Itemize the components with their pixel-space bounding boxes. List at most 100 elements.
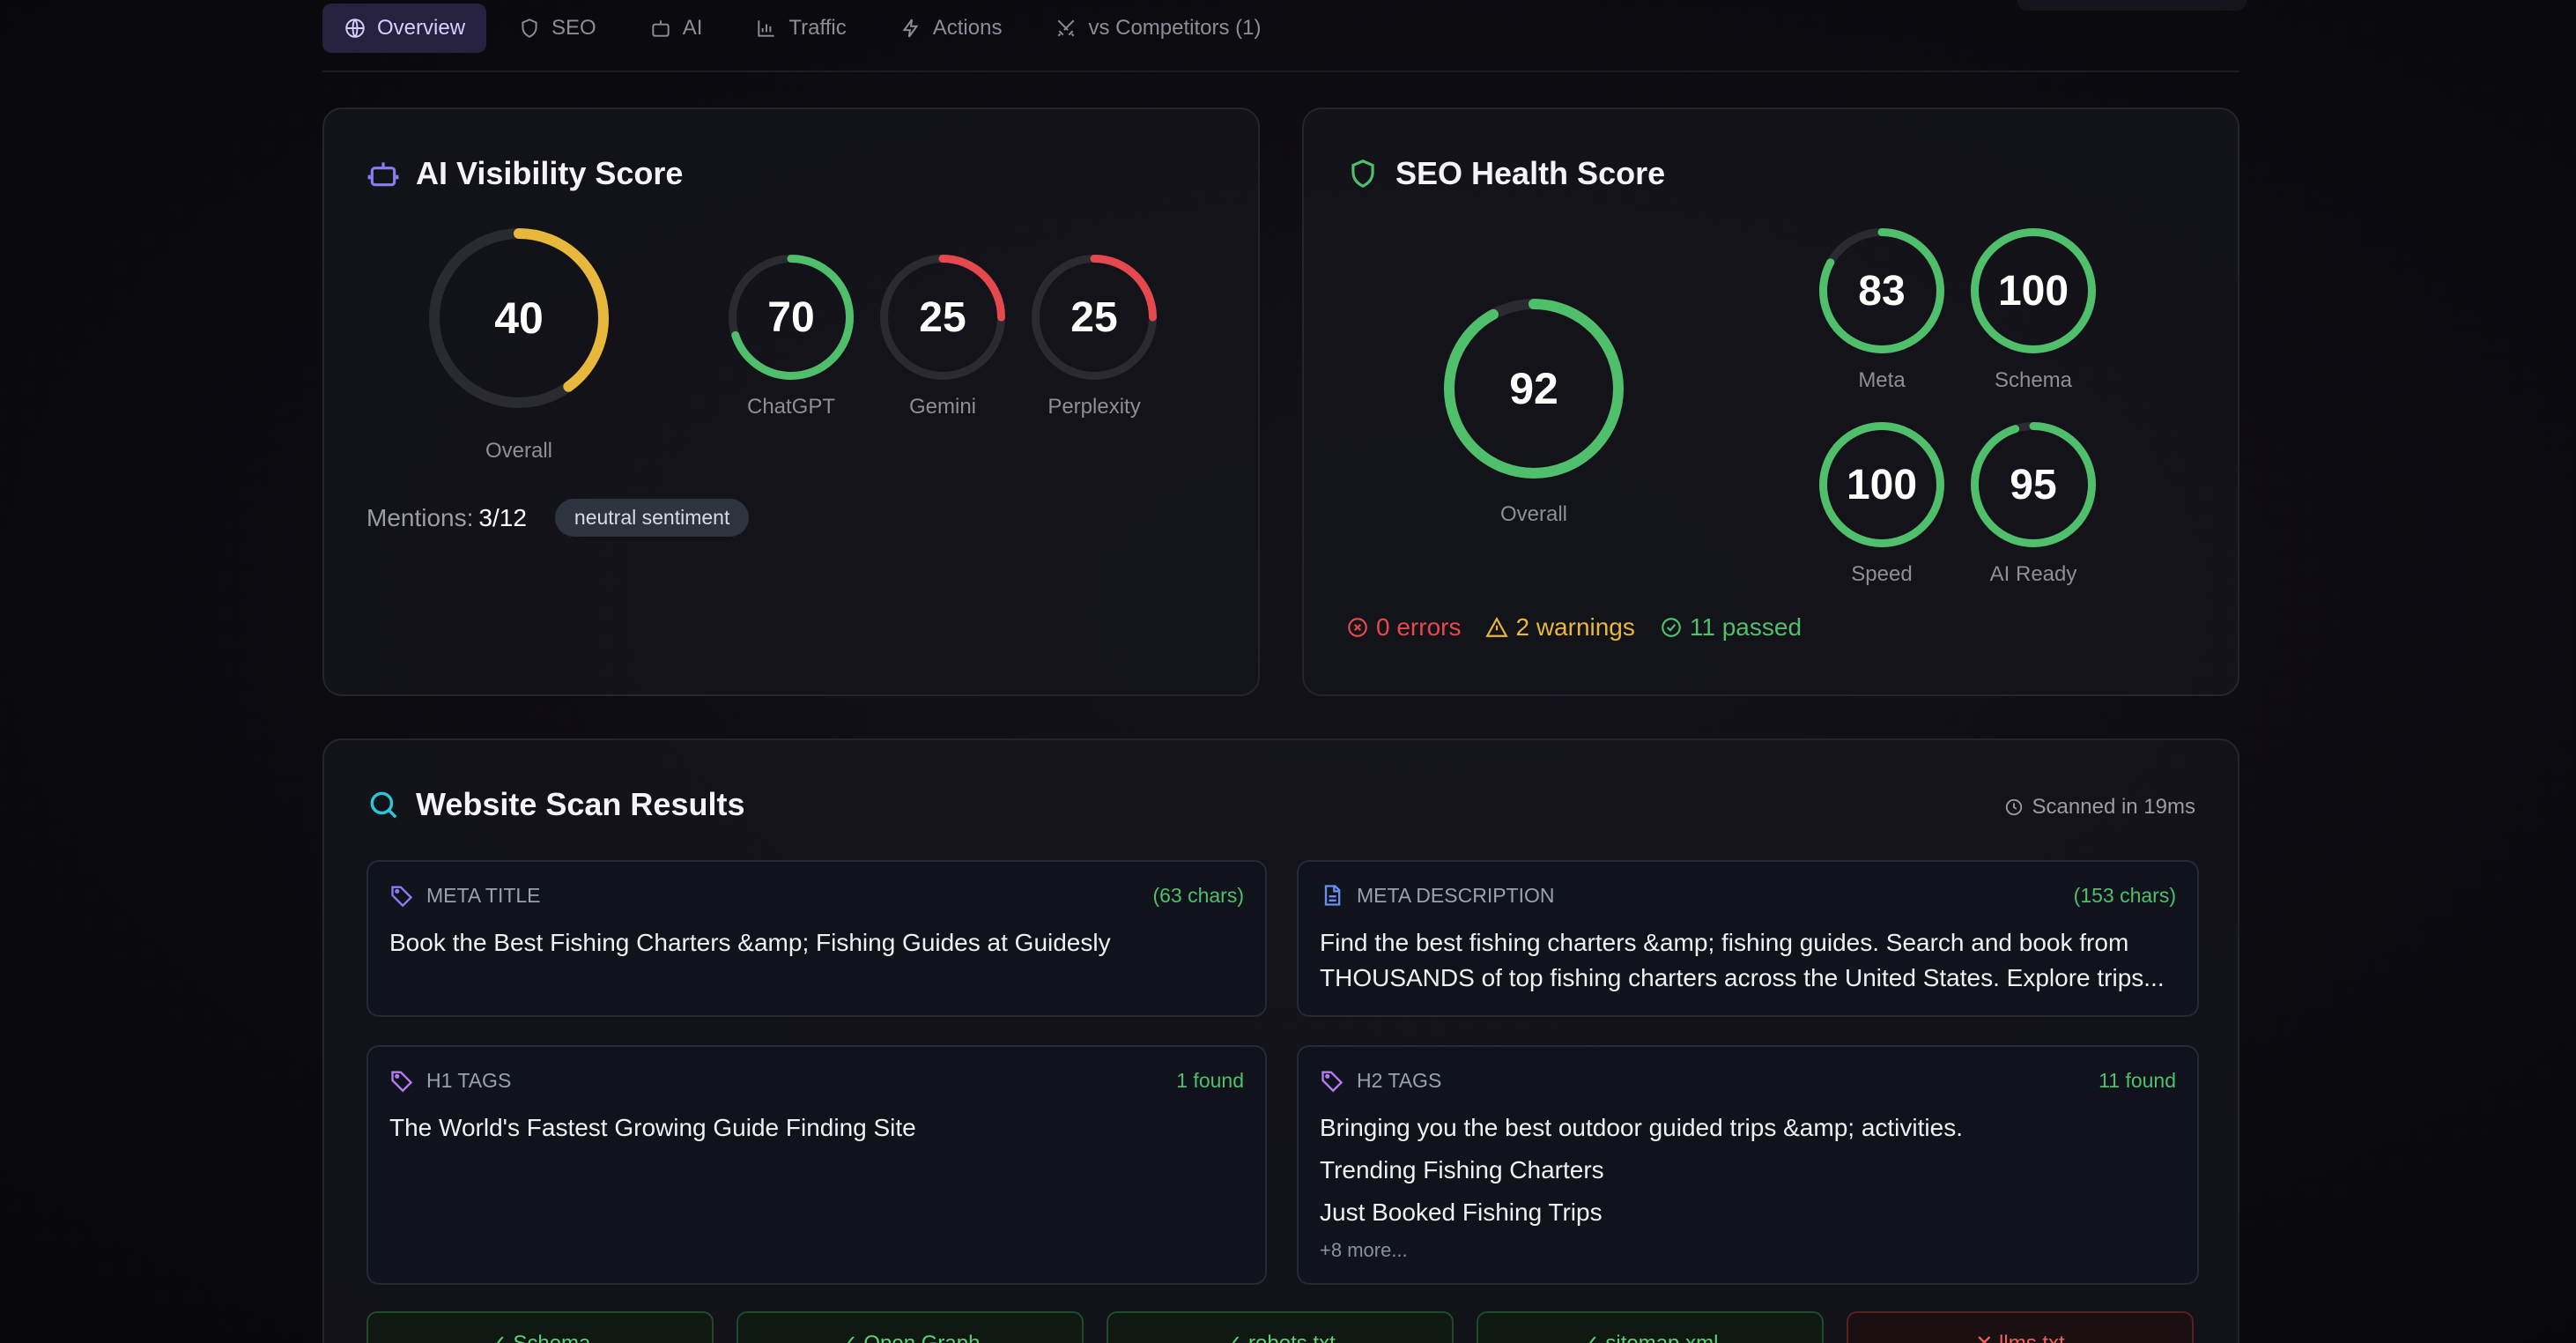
list-item: Trending Fishing Charters — [1320, 1156, 1604, 1183]
ring-progress-arc — [1971, 228, 2096, 353]
ring-progress-arc — [880, 255, 1005, 380]
tab-overview[interactable]: Overview — [322, 4, 487, 53]
bolt-icon — [902, 19, 919, 38]
chatgpt-score: 70 — [767, 293, 815, 341]
seo-ai-ready-ring: 95 AI Ready — [1970, 421, 2097, 586]
h1-tags-box: H1 TAGS 1 found The World's Fastest Grow… — [366, 1045, 1267, 1285]
shield-icon — [1351, 160, 1374, 189]
ai-overall-ring: 40 Overall — [428, 227, 610, 463]
tab-label: Traffic — [788, 16, 847, 40]
check-chip-sitemap[interactable]: ✓ sitemap.xml — [1477, 1311, 1824, 1343]
progress-ring — [1032, 255, 1157, 380]
ai-engine-ring-perplexity: 25 Perplexity — [1031, 254, 1158, 419]
tab-label: AI — [682, 16, 703, 40]
robot-icon — [652, 20, 670, 37]
warnings-count[interactable]: 2 warnings — [1485, 613, 1635, 642]
h2-tags-list: Bringing you the best outdoor guided tri… — [1320, 1110, 2176, 1264]
list-item: The World's Fastest Growing Guide Findin… — [389, 1114, 916, 1141]
mentions-row: Mentions: 3/12 neutral sentiment — [366, 499, 750, 537]
robot-icon — [367, 162, 399, 187]
show-more-link[interactable]: +8 more... — [1320, 1239, 1408, 1261]
h2-tags-label: H2 TAGS — [1357, 1068, 1442, 1092]
seo-overall-ring: 92 Overall — [1443, 298, 1625, 526]
ring-progress-arc — [1032, 255, 1157, 380]
passed-count[interactable]: 11 passed — [1660, 613, 1802, 642]
h1-tags-label: H1 TAGS — [426, 1068, 512, 1092]
list-item: Just Booked Fishing Trips — [1320, 1198, 1603, 1226]
check-circle-icon — [1662, 618, 1681, 637]
errors-count[interactable]: 0 errors — [1346, 613, 1461, 642]
tab-seo[interactable]: SEO — [497, 4, 618, 53]
meta-title-text: Book the Best Fishing Charters &amp; Fis… — [389, 929, 1111, 956]
ring-progress-arc — [729, 255, 854, 380]
tab-label: Overview — [377, 16, 466, 40]
progress-ring — [1819, 422, 1944, 547]
ai-visibility-title: AI Visibility Score — [366, 155, 683, 192]
progress-ring — [1971, 228, 2096, 353]
seo-meta-ring: 83 Meta — [1818, 227, 1945, 392]
seo-speed-ring: 100 Speed — [1818, 421, 1945, 586]
warnings-text: 2 warnings — [1515, 613, 1635, 641]
check-chip-llms[interactable]: ✕ llms.txt — [1847, 1311, 2194, 1343]
progress-ring — [1971, 422, 2096, 547]
error-circle-icon — [1348, 618, 1367, 637]
progress-ring — [1819, 228, 1944, 353]
h2-tags-count: 11 found — [2099, 1068, 2176, 1092]
meta-score: 83 — [1858, 267, 1906, 315]
perplexity-score: 25 — [1070, 293, 1118, 341]
card-title-text: AI Visibility Score — [416, 155, 684, 191]
h1-tags-list: The World's Fastest Growing Guide Findin… — [389, 1110, 1244, 1153]
gemini-score: 25 — [919, 293, 966, 341]
mentions-value: 3/12 — [478, 503, 527, 531]
tabs-divider — [322, 70, 2239, 72]
chatgpt-label: ChatGPT — [746, 395, 836, 419]
seo-schema-ring: 100 Schema — [1970, 227, 2097, 392]
schema-score: 100 — [1997, 267, 2069, 315]
ai-ready-label: AI Ready — [1989, 562, 2077, 586]
meta-title-box: META TITLE (63 chars) Book the Best Fish… — [366, 860, 1267, 1017]
seo-overall-label: Overall — [1499, 502, 1568, 526]
tab-bar: Overview SEO AI Traffic Actions vs Compe… — [322, 4, 1293, 53]
list-item: Bringing you the best outdoor guided tri… — [1320, 1114, 1963, 1141]
ai-overall-label: Overall — [485, 439, 553, 463]
top-glow — [2017, 0, 2247, 11]
schema-label: Schema — [1994, 368, 2073, 392]
seo-health-title: SEO Health Score — [1346, 155, 1665, 192]
ring-progress-arc — [1819, 422, 1944, 547]
meta-description-text: Find the best fishing charters &amp; fis… — [1320, 929, 2165, 991]
tab-actions[interactable]: Actions — [878, 4, 1024, 53]
ring-progress-arc — [1971, 422, 2096, 547]
seo-overall-value: 92 — [1509, 364, 1558, 413]
check-chip-open-graph[interactable]: ✓ Open Graph — [737, 1311, 1084, 1343]
progress-ring — [429, 228, 609, 408]
meta-label: Meta — [1858, 368, 1906, 392]
check-chip-schema[interactable]: ✓ Schema — [366, 1311, 714, 1343]
tag-icon — [391, 886, 413, 908]
tag-icon — [391, 1071, 413, 1093]
tab-competitors[interactable]: vs Competitors (1) — [1033, 4, 1282, 53]
issue-summary: 0 errors 2 warnings 11 passed — [1346, 613, 1802, 642]
tab-traffic[interactable]: Traffic — [734, 4, 867, 53]
sentiment-badge: neutral sentiment — [554, 499, 750, 537]
meta-description-label: META DESCRIPTION — [1357, 883, 1555, 907]
check-chip-robots[interactable]: ✓ robots.txt — [1107, 1311, 1454, 1343]
speed-score: 100 — [1846, 461, 1918, 508]
meta-description-box: META DESCRIPTION (153 chars) Find the be… — [1297, 860, 2199, 1017]
gemini-label: Gemini — [908, 395, 977, 419]
speed-label: Speed — [1851, 562, 1913, 586]
meta-title-count: (63 chars) — [1152, 883, 1244, 907]
tab-ai[interactable]: AI — [628, 4, 724, 53]
h2-tags-head: H2 TAGS 11 found — [1320, 1068, 2176, 1093]
passed-text: 11 passed — [1689, 613, 1802, 641]
globe-icon — [345, 19, 365, 38]
tab-label: SEO — [551, 16, 596, 40]
ai-ready-score: 95 — [2010, 461, 2057, 508]
meta-title-label: META TITLE — [426, 883, 541, 907]
clock-icon — [2005, 798, 2022, 816]
mentions-label: Mentions: — [366, 503, 474, 531]
scan-duration-text: Scanned in 19ms — [2032, 795, 2195, 819]
meta-description-head: META DESCRIPTION (153 chars) — [1320, 883, 2176, 908]
search-icon — [370, 791, 397, 819]
scan-duration: Scanned in 19ms — [2004, 795, 2195, 820]
tag-icon — [1321, 1071, 1344, 1093]
